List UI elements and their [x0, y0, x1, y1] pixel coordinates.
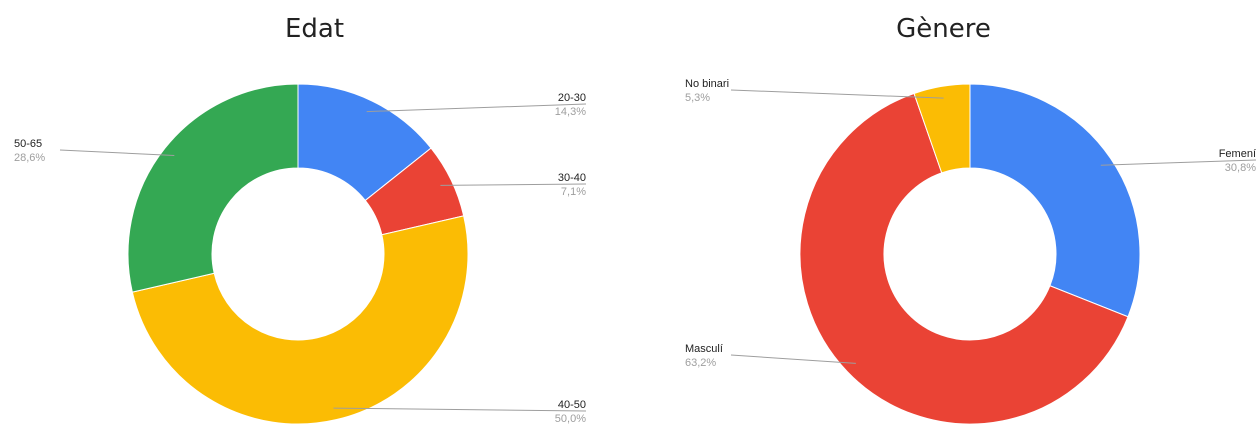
slice-category-label: 40-50	[558, 399, 586, 411]
chart-edat: Edat 20-30 14,3% 30-40 7,1% 40-50 50,0% 50-65 2…	[14, 14, 587, 425]
slice-category-label: Femení	[1219, 148, 1256, 160]
slice-femen-	[969, 83, 1141, 318]
leader-line	[730, 354, 856, 364]
slice-category-label: No binari	[685, 78, 729, 90]
leader-line	[333, 407, 587, 412]
chart-title: Gènere	[896, 14, 991, 44]
chart-genere: Gènere Femení 30,8% Masculí 63,2% No binari 5…	[629, 0, 1258, 430]
donut-plot: Femení 30,8% Masculí 63,2% No binari 5,3%	[685, 78, 1257, 425]
leader-line	[730, 89, 944, 99]
slice-category-label: 50-65	[14, 138, 42, 150]
chart-title: Edat	[284, 14, 345, 44]
slice-percent-label: 50,0%	[555, 413, 586, 425]
slice-category-label: Masculí	[685, 343, 723, 355]
slice-mascul-	[799, 92, 1129, 425]
slice-40-50	[131, 215, 469, 425]
slice-percent-label: 30,8%	[1225, 162, 1256, 174]
leader-line	[59, 149, 175, 157]
leader-line	[1100, 159, 1257, 166]
slice-percent-label: 63,2%	[685, 357, 716, 369]
leader-line	[366, 103, 587, 113]
slice-no-binari	[913, 83, 971, 174]
slice-20-30	[297, 83, 432, 202]
slice-category-label: 20-30	[558, 92, 586, 104]
slice-percent-label: 5,3%	[685, 92, 710, 104]
leader-line	[440, 183, 587, 186]
slice-category-label: 30-40	[558, 172, 586, 184]
donut-plot: 20-30 14,3% 30-40 7,1% 40-50 50,0% 50-65 28,6%	[14, 83, 587, 425]
slice-percent-label: 7,1%	[561, 186, 586, 198]
slice-percent-label: 28,6%	[14, 152, 45, 164]
slice-50-65	[127, 83, 299, 293]
slice-percent-label: 14,3%	[555, 106, 586, 118]
